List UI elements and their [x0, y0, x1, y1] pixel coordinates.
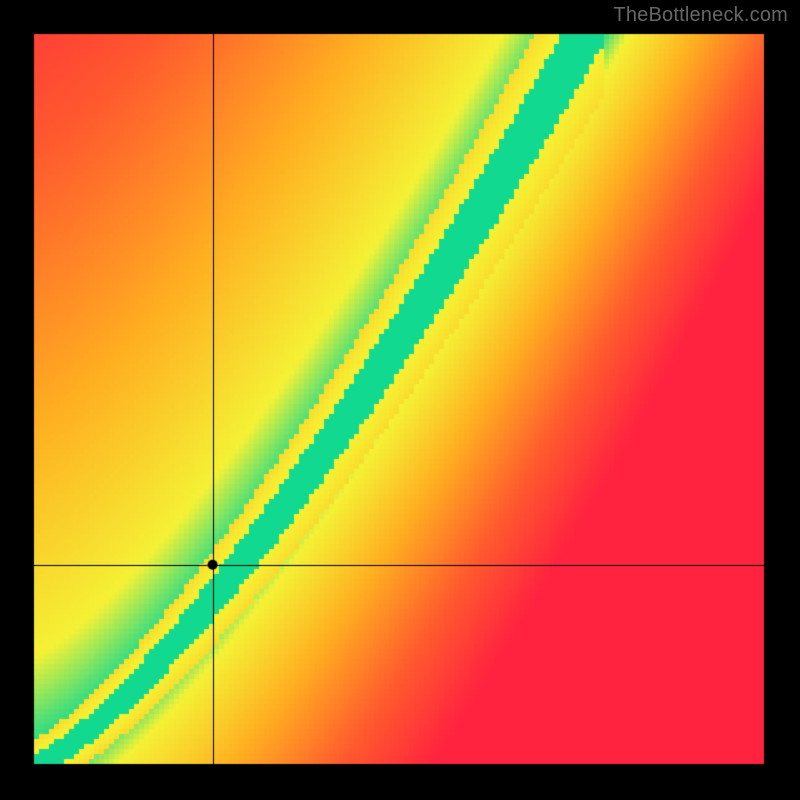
bottleneck-heatmap [0, 0, 800, 800]
watermark-text: TheBottleneck.com [613, 4, 788, 27]
chart-container: TheBottleneck.com [0, 0, 800, 800]
